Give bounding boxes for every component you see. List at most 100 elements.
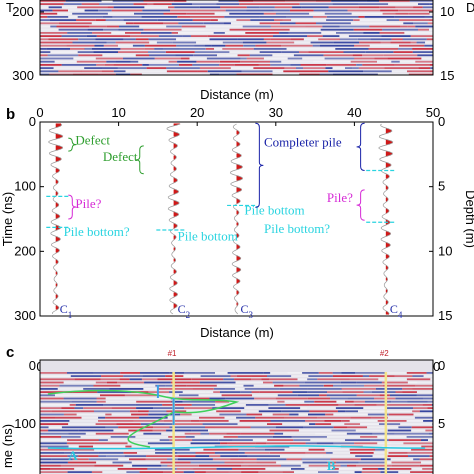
radargram-band	[251, 378, 262, 381]
radargram-band	[61, 407, 75, 409]
radargram-band	[297, 394, 320, 397]
radargram-band	[40, 471, 68, 473]
radargram-band	[369, 44, 399, 47]
radargram-band	[332, 3, 358, 5]
radargram-band	[335, 407, 364, 409]
radargram-band	[202, 423, 238, 425]
radargram-band	[293, 54, 324, 57]
radargram-band	[270, 38, 291, 41]
radargram-band	[262, 413, 273, 416]
radargram-band	[105, 416, 140, 419]
radargram-band	[270, 372, 288, 374]
radargram-band	[356, 464, 392, 467]
radargram-band	[352, 67, 359, 69]
radargram-band	[230, 22, 260, 25]
radargram-band	[356, 381, 382, 384]
panel-a-ylabel-right-fragment: D	[466, 0, 474, 15]
radargram-band	[113, 429, 129, 432]
radargram-band	[175, 54, 194, 57]
radargram-band	[416, 394, 433, 397]
radargram-band	[412, 375, 424, 377]
radargram-band	[117, 51, 148, 53]
radargram-band	[205, 48, 215, 50]
radargram-band	[310, 439, 345, 441]
radargram-band	[216, 468, 233, 470]
radargram-band	[429, 12, 433, 15]
radargram-band	[259, 6, 275, 9]
radargram-band	[288, 32, 322, 34]
radargram-band	[323, 384, 333, 387]
radargram-band	[314, 400, 337, 403]
radargram-band	[98, 455, 107, 457]
radargram-band	[258, 410, 282, 413]
radargram-band	[81, 3, 100, 5]
radargram-band	[263, 12, 276, 15]
radargram-band	[184, 407, 213, 409]
radargram-band	[259, 16, 286, 18]
radargram-band	[93, 372, 121, 374]
radargram-band	[284, 416, 318, 419]
radargram-band	[120, 384, 156, 387]
radargram-band	[354, 57, 375, 60]
panel-b-annotation: Pile bottom	[178, 228, 238, 243]
radargram-band	[427, 407, 433, 409]
radargram-band	[347, 397, 375, 400]
radargram-band	[223, 436, 238, 438]
radargram-band	[64, 452, 99, 454]
radargram-band	[391, 464, 420, 467]
radargram-band	[273, 9, 290, 12]
radargram-band	[299, 51, 309, 53]
radargram-band	[232, 468, 266, 470]
radargram-band	[134, 12, 164, 15]
radargram-band	[177, 468, 194, 470]
panel-c-ytick-left-label: 100	[14, 416, 36, 431]
radargram-band	[364, 384, 384, 387]
radargram-band	[194, 44, 205, 47]
radargram-band	[243, 461, 257, 464]
trace-group: C2	[166, 123, 190, 320]
radargram-band	[304, 381, 341, 384]
radargram-band	[321, 32, 336, 34]
radargram-band	[199, 67, 231, 69]
radargram-band	[302, 461, 328, 464]
radargram-band	[359, 41, 381, 44]
radargram-band	[429, 28, 433, 31]
radargram-band	[111, 32, 125, 34]
radargram-band	[66, 44, 95, 47]
radargram-band	[345, 400, 354, 403]
radargram-band	[320, 44, 355, 47]
radargram-band	[281, 60, 314, 63]
radargram-band	[269, 429, 299, 432]
radargram-band	[184, 372, 215, 374]
radargram-band	[127, 442, 148, 445]
radargram-band	[119, 25, 140, 28]
panel-b-ytick-right-label: 10	[438, 243, 452, 258]
radargram-band	[398, 48, 413, 50]
radargram-band	[378, 378, 407, 381]
radargram-band	[292, 6, 302, 9]
radargram-band	[249, 54, 273, 57]
radargram-band	[387, 429, 412, 432]
radargram-band	[387, 57, 422, 60]
radargram-band	[136, 407, 154, 409]
radargram-band	[346, 432, 373, 435]
radargram-band	[244, 452, 270, 454]
radargram-band	[291, 375, 309, 377]
radargram-band	[367, 413, 389, 416]
radargram-band	[307, 391, 327, 393]
radargram-band	[337, 410, 346, 413]
radargram-band	[125, 22, 134, 25]
radargram-band	[128, 432, 144, 435]
radargram-band	[58, 70, 82, 73]
radargram-band	[292, 391, 308, 393]
radargram-band	[416, 391, 433, 393]
radargram-band	[159, 439, 170, 441]
radargram-band	[385, 372, 407, 374]
radargram-band	[40, 38, 49, 41]
radargram-band	[400, 423, 433, 425]
radargram-band	[118, 426, 154, 429]
radargram-band	[394, 375, 413, 377]
radargram-band	[96, 400, 106, 403]
radargram-band	[330, 458, 361, 461]
radargram-band	[174, 6, 200, 9]
